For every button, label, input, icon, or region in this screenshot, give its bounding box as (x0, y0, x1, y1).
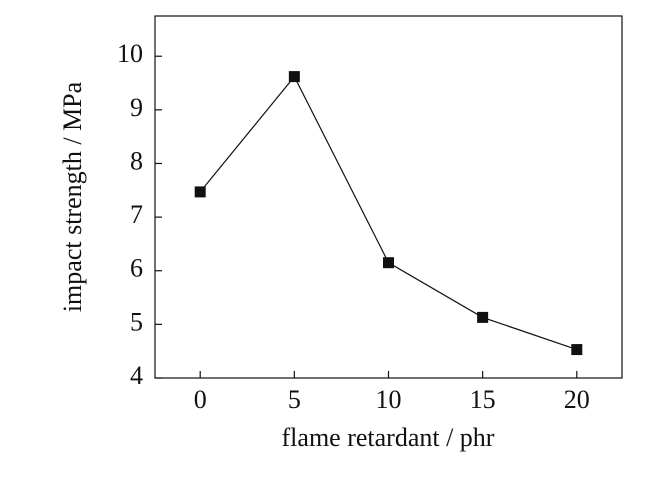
series-line (199, 75, 578, 351)
x-tick-label: 20 (564, 385, 590, 414)
x-tick-label: 5 (288, 385, 301, 414)
y-tick-label: 9 (130, 93, 143, 122)
point-marker (288, 71, 300, 83)
y-tick-label: 10 (117, 39, 143, 68)
point-marker (383, 257, 394, 269)
y-tick-label: 8 (130, 146, 143, 175)
y-axis-label: impact strength / MPa (58, 81, 87, 312)
point-marker (194, 186, 206, 198)
y-tick-label: 6 (130, 254, 143, 283)
y-tick-label: 4 (130, 361, 143, 390)
y-tick-label: 5 (130, 307, 143, 336)
y-tick-label: 7 (130, 200, 143, 229)
plot-frame (154, 15, 623, 379)
x-axis-label: flame retardant / phr (282, 423, 495, 452)
x-tick-label: 0 (194, 385, 207, 414)
x-tick-label: 15 (470, 385, 496, 414)
x-tick-label: 10 (376, 385, 402, 414)
point-marker (477, 311, 489, 323)
point-marker (571, 344, 583, 356)
